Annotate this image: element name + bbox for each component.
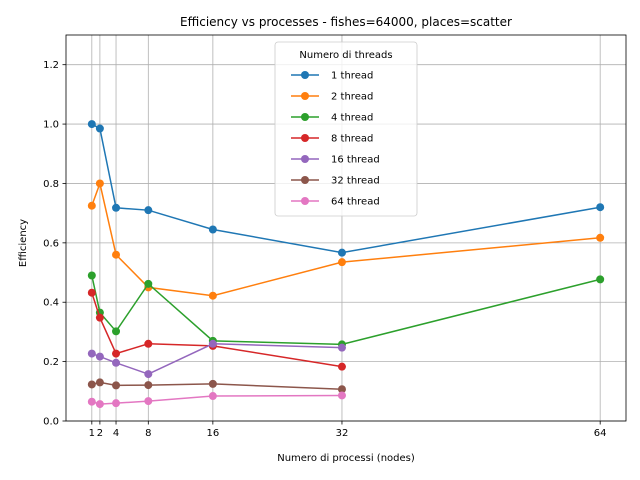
data-point-0-5 [337, 248, 346, 257]
data-point-2-6 [596, 275, 605, 284]
legend-marker-6 [301, 197, 309, 205]
x-tick-label-1: 2 [97, 428, 103, 439]
data-point-3-2 [112, 349, 121, 358]
legend-label-2: 4 thread [331, 113, 373, 124]
legend-marker-5 [301, 176, 309, 184]
legend-box [274, 41, 418, 217]
data-point-5-1 [95, 378, 104, 387]
data-point-0-1 [95, 124, 104, 133]
legend-label-3: 8 thread [331, 134, 373, 145]
data-point-5-2 [112, 381, 121, 390]
data-point-3-1 [95, 313, 104, 322]
plot-area: 0.0 0.2 0.4 0.6 0.8 1.0 1.2 1 2 4 8 16 32 64 Numero di… [43, 34, 627, 439]
y-axis-label: Efficiency [18, 219, 29, 267]
x-tick-label-0: 1 [89, 428, 95, 439]
data-point-6-4 [208, 392, 217, 401]
legend-marker-4 [301, 155, 309, 163]
x-tick-label-5: 32 [336, 428, 349, 439]
chart-title: Efficiency vs processes - fishes=64000, … [180, 15, 512, 29]
data-point-4-0 [87, 349, 96, 358]
legend-label-6: 64 thread [331, 197, 380, 208]
data-point-1-4 [208, 291, 217, 300]
data-point-5-4 [208, 379, 217, 388]
y-tick-label-5: 1.0 [43, 120, 59, 131]
legend-label-1: 2 thread [331, 92, 373, 103]
legend-label-0: 1 thread [331, 71, 373, 82]
y-tick-label-2: 0.4 [43, 298, 59, 309]
data-point-0-4 [208, 225, 217, 234]
x-tick-label-3: 8 [145, 428, 151, 439]
x-tick-label-2: 4 [113, 428, 119, 439]
y-tick-label-1: 0.2 [43, 357, 59, 368]
data-point-5-0 [87, 380, 96, 389]
y-tick-label-4: 0.8 [43, 179, 59, 190]
data-point-4-5 [337, 343, 346, 352]
y-tick-label-3: 0.6 [43, 238, 59, 249]
data-point-1-2 [112, 250, 121, 259]
legend-marker-2 [301, 113, 309, 121]
x-tick-label-6: 64 [594, 428, 607, 439]
data-point-6-0 [87, 397, 96, 406]
y-tick-label-6: 1.2 [43, 60, 59, 71]
data-point-1-6 [596, 233, 605, 242]
data-point-4-1 [95, 352, 104, 361]
legend-marker-3 [301, 134, 309, 142]
data-point-5-5 [337, 385, 346, 394]
data-point-2-2 [112, 327, 121, 336]
data-point-2-0 [87, 271, 96, 280]
data-point-5-3 [144, 381, 153, 390]
axes-frame [65, 34, 627, 422]
data-point-6-1 [95, 400, 104, 409]
data-point-0-0 [87, 120, 96, 129]
data-point-6-2 [112, 399, 121, 408]
legend-label-4: 16 thread [331, 155, 380, 166]
data-point-4-4 [208, 339, 217, 348]
legend-marker-0 [301, 71, 309, 79]
x-axis-label: Numero di processi (nodes) [277, 453, 415, 464]
data-point-3-5 [337, 362, 346, 371]
legend-title: Numero di threads [299, 50, 392, 61]
data-point-3-3 [144, 339, 153, 348]
data-point-6-3 [144, 397, 153, 406]
data-point-6-5 [337, 391, 346, 400]
data-point-0-6 [596, 203, 605, 212]
data-point-4-3 [144, 370, 153, 379]
data-point-3-0 [87, 288, 96, 297]
legend-marker-1 [301, 92, 309, 100]
x-tick-label-4: 16 [206, 428, 219, 439]
legend-label-5: 32 thread [331, 176, 380, 187]
y-tick-label-0: 0.0 [43, 417, 59, 428]
data-point-1-5 [337, 258, 346, 267]
data-point-1-1 [95, 179, 104, 188]
data-point-0-3 [144, 206, 153, 215]
data-point-0-2 [112, 203, 121, 212]
series-line-3 [91, 292, 343, 368]
data-point-1-0 [87, 201, 96, 210]
data-point-4-2 [112, 358, 121, 367]
data-point-2-3 [144, 279, 153, 288]
